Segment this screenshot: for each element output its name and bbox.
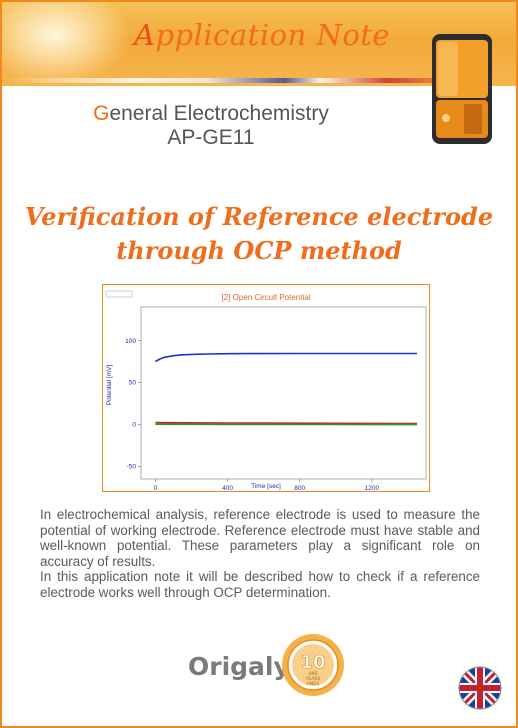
x-tick-label: 0 [154,485,158,491]
badge-number: 10 [300,652,325,673]
potentiostat-device-image [432,34,492,144]
chart-x-axis-label: Time [sec] [251,483,281,490]
uk-flag-icon[interactable] [458,666,502,710]
body-text: In electrochemical analysis, reference e… [40,507,480,601]
main-title-line-1: Verification of Reference electrode [24,202,494,231]
body-paragraph-1: In electrochemical analysis, reference e… [40,507,480,569]
chart-plot-area [140,306,427,480]
banner-title: Application Note [134,18,390,52]
chart-title: [2] Open Circuit Potential [222,293,311,302]
banner-shine [2,2,132,86]
main-title-line-2: through OCP method [116,236,402,265]
document-code: AP-GE11 [167,126,255,149]
y-tick-label: 100 [125,338,136,345]
header-banner: Application Note [2,2,516,86]
x-tick-label: 1200 [365,485,380,491]
chart-legend-box [105,290,133,298]
badge-word-3: ANOS [307,681,320,687]
main-title: Verification of Reference electrode thro… [2,200,516,268]
series-line-2 [155,421,418,425]
anniversary-badge-icon: 10 ANS YEARS ANOS [282,634,344,696]
subtitle-block: General Electrochemistry AP-GE11 [2,102,420,150]
badge-word-2: YEARS [305,676,321,682]
y-tick-label: -50 [127,464,137,471]
subtitle-initial: G [93,102,110,125]
ocp-chart-frame: [2] Open Circuit Potential Time [sec] Po… [102,284,430,492]
y-tick-label: 0 [132,422,136,429]
chart-y-axis-label: Potential [mV] [106,365,113,406]
y-tick-label: 50 [129,380,137,387]
banner-title-rest: pplication Note [155,18,391,52]
badge-word-1: ANS [308,671,317,677]
series-line-1 [155,352,417,363]
x-tick-label: 800 [294,485,305,491]
flag-stripe [2,78,516,83]
x-tick-label: 400 [222,485,233,491]
subtitle-line: General Electrochemistry [2,102,420,126]
subtitle-rest: eneral Electrochemistry [109,102,329,125]
ocp-chart: [2] Open Circuit Potential Time [sec] Po… [105,290,427,491]
body-paragraph-2: In this application note it will be desc… [40,569,480,600]
banner-title-initial: A [134,18,156,52]
